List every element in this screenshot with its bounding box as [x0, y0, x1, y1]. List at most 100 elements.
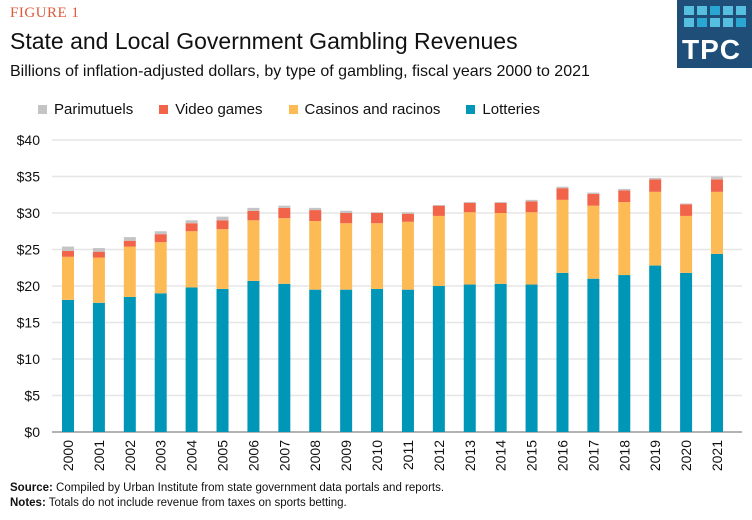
bar-segment-casinos-and-racinos — [340, 223, 353, 290]
bar-segment-casinos-and-racinos — [432, 215, 445, 286]
bar-segment-parimutuels — [92, 248, 105, 252]
bar-segment-video-games — [216, 220, 229, 230]
bar-segment-video-games — [680, 204, 693, 216]
chart-subtitle: Billions of inflation-adjusted dollars, … — [10, 63, 590, 80]
bar-segment-parimutuels — [216, 216, 229, 221]
bar-segment-casinos-and-racinos — [185, 231, 198, 288]
bar-segment-parimutuels — [649, 177, 662, 180]
bar-segment-lotteries — [401, 289, 414, 432]
source-label: Source: — [10, 482, 53, 494]
bar-segment-video-games — [618, 190, 631, 203]
x-tick-label: 2011 — [400, 440, 416, 470]
bar-segment-lotteries — [123, 296, 136, 432]
bar-segment-casinos-and-racinos — [711, 191, 723, 254]
x-tick-label: 2012 — [431, 440, 447, 471]
bar-segment-casinos-and-racinos — [371, 223, 384, 289]
bar-segment-video-games — [340, 213, 353, 224]
bar-segment-parimutuels — [123, 237, 136, 241]
bar-segment-video-games — [649, 179, 662, 192]
x-tick-label: 2004 — [184, 440, 200, 471]
bar-segment-casinos-and-racinos — [154, 242, 167, 294]
x-tick-label: 2013 — [462, 440, 478, 471]
y-tick-label: $5 — [24, 388, 40, 404]
bar-segment-lotteries — [463, 284, 476, 432]
bar-segment-casinos-and-racinos — [618, 202, 631, 276]
bar-segment-parimutuels — [432, 204, 445, 206]
x-tick-label: 2003 — [153, 440, 169, 471]
bar-segment-lotteries — [92, 302, 105, 432]
x-tick-label: 2020 — [678, 440, 694, 471]
legend-item: Video games — [159, 101, 263, 118]
logo-square — [697, 6, 707, 15]
x-tick-label: 2014 — [493, 440, 509, 471]
bar-segment-video-games — [432, 205, 445, 216]
legend-swatch — [159, 105, 169, 114]
bar-segment-lotteries — [340, 289, 353, 432]
bar-segment-lotteries — [556, 272, 569, 432]
bar-segment-parimutuels — [185, 220, 198, 224]
bar-segment-video-games — [92, 251, 105, 258]
bar-segment-lotteries — [154, 293, 167, 432]
bar-segment-lotteries — [216, 288, 229, 432]
bar-segment-parimutuels — [309, 207, 322, 211]
bar-segment-lotteries — [525, 284, 538, 432]
notes-label: Notes: — [10, 497, 46, 509]
legend-swatch — [38, 105, 47, 114]
bar-segment-parimutuels — [711, 176, 723, 180]
legend-item: Casinos and racinos — [288, 101, 441, 118]
bar-segment-parimutuels — [247, 207, 260, 211]
bar-segment-casinos-and-racinos — [62, 256, 74, 300]
x-tick-label: 2000 — [60, 440, 76, 471]
bar-segment-casinos-and-racinos — [494, 213, 507, 284]
legend-label: Lotteries — [482, 101, 540, 118]
bar-segment-video-games — [123, 240, 136, 247]
bar-segment-parimutuels — [680, 203, 693, 205]
logo-square — [710, 18, 720, 27]
bar-segment-lotteries — [62, 299, 74, 432]
bar-segment-lotteries — [711, 253, 723, 432]
figure-label: FIGURE 1 — [10, 5, 80, 21]
bar-segment-parimutuels — [371, 212, 384, 213]
bar-segment-parimutuels — [618, 188, 631, 191]
legend-label: Parimutuels — [54, 101, 134, 118]
bar-segment-lotteries — [278, 283, 291, 432]
bar-segment-parimutuels — [62, 246, 74, 251]
y-tick-label: $35 — [17, 169, 41, 185]
y-tick-label: $25 — [17, 242, 41, 258]
logo-square — [723, 6, 733, 15]
x-tick-label: 2016 — [554, 440, 570, 471]
logo-square — [710, 6, 720, 15]
x-tick-label: 2019 — [647, 440, 663, 471]
bar-segment-parimutuels — [340, 210, 353, 213]
bar-segment-video-games — [711, 179, 723, 192]
bar-segment-video-games — [556, 188, 569, 200]
bar-segment-parimutuels — [278, 205, 291, 208]
bar-segment-parimutuels — [494, 202, 507, 203]
bar-segment-parimutuels — [587, 192, 600, 195]
bar-segment-video-games — [371, 213, 384, 224]
x-tick-label: 2005 — [215, 440, 231, 471]
logo-text: TPC — [682, 34, 741, 65]
bar-segment-parimutuels — [154, 231, 167, 235]
bar-segment-parimutuels — [401, 212, 414, 214]
legend-item: Lotteries — [466, 101, 540, 118]
bar-segment-video-games — [154, 234, 167, 243]
bar-segment-video-games — [278, 207, 291, 219]
x-tick-label: 2021 — [709, 440, 725, 471]
bar-segment-parimutuels — [463, 202, 476, 203]
legend-label: Casinos and racinos — [304, 101, 441, 118]
bar-segment-casinos-and-racinos — [278, 218, 291, 284]
legend-item: Parimutuels — [38, 101, 133, 118]
bar-segment-lotteries — [371, 288, 384, 432]
bar-segment-lotteries — [309, 289, 322, 432]
bar-segment-lotteries — [587, 278, 600, 432]
bar-segment-casinos-and-racinos — [123, 246, 136, 297]
bar-segment-video-games — [247, 210, 260, 221]
logo-square — [684, 18, 694, 27]
bar-segment-parimutuels — [556, 186, 569, 189]
logo-square — [684, 6, 694, 15]
bar-segment-lotteries — [185, 287, 198, 432]
y-tick-label: $30 — [17, 205, 41, 221]
x-tick-label: 2008 — [307, 440, 323, 471]
